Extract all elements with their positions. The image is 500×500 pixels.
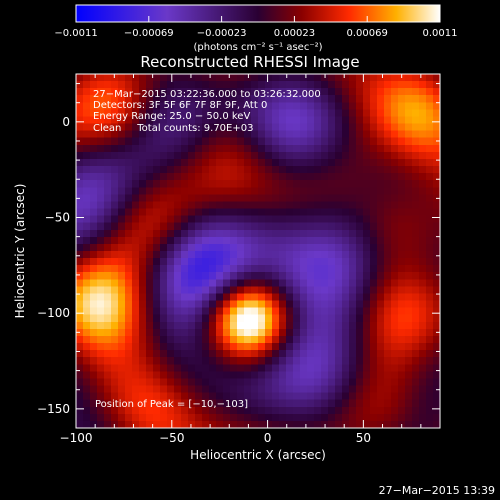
colorbar-gradient <box>75 4 441 23</box>
colorbar-tick-4: 0.00069 <box>347 28 388 39</box>
annotation-time-range: 27−Mar−2015 03:22:36.000 to 03:26:32.000 <box>93 89 321 100</box>
colorbar: −0.0011 −0.00069 −0.00023 0.00023 0.0006… <box>54 4 458 53</box>
axis-ticks <box>75 74 441 429</box>
y-tick-label: −50 <box>45 211 70 225</box>
chart-title: Reconstructed RHESSI Image <box>140 53 359 71</box>
heatmap-image <box>76 74 440 428</box>
y-tick-label: −150 <box>37 402 70 416</box>
colorbar-tick-0: −0.0011 <box>54 28 97 39</box>
plot-area <box>75 73 441 429</box>
annotation-peak-position: Position of Peak = [−10,−103] <box>95 399 248 410</box>
annotation-energy-range: Energy Range: 25.0 − 50.0 keV <box>93 111 250 122</box>
colorbar-unit-label: (photons cm⁻² s⁻¹ asec⁻²) <box>193 42 322 53</box>
annotation-detectors: Detectors: 3F 5F 6F 7F 8F 9F, Att 0 <box>93 100 267 111</box>
plot-frame <box>75 73 441 429</box>
x-tick-label: 0 <box>264 431 272 445</box>
x-tick-label: 50 <box>356 431 371 445</box>
y-tick-label: 0 <box>62 115 70 129</box>
colorbar-tick-3: 0.00023 <box>274 28 315 39</box>
x-tick-label: −50 <box>159 431 184 445</box>
colorbar-tick-5: 0.0011 <box>423 28 458 39</box>
annotation-clean-counts: Clean Total counts: 9.70E+03 <box>93 123 253 134</box>
y-tick-label: −100 <box>37 306 70 320</box>
colorbar-tick-2: −0.00023 <box>197 28 247 39</box>
x-tick-label: −100 <box>60 431 93 445</box>
y-axis-label: Heliocentric Y (arcsec) <box>13 184 27 319</box>
colorbar-tick-1: −0.00069 <box>124 28 174 39</box>
x-axis-label: Heliocentric X (arcsec) <box>190 448 326 462</box>
footer-timestamp: 27−Mar−2015 13:39 <box>379 484 495 497</box>
